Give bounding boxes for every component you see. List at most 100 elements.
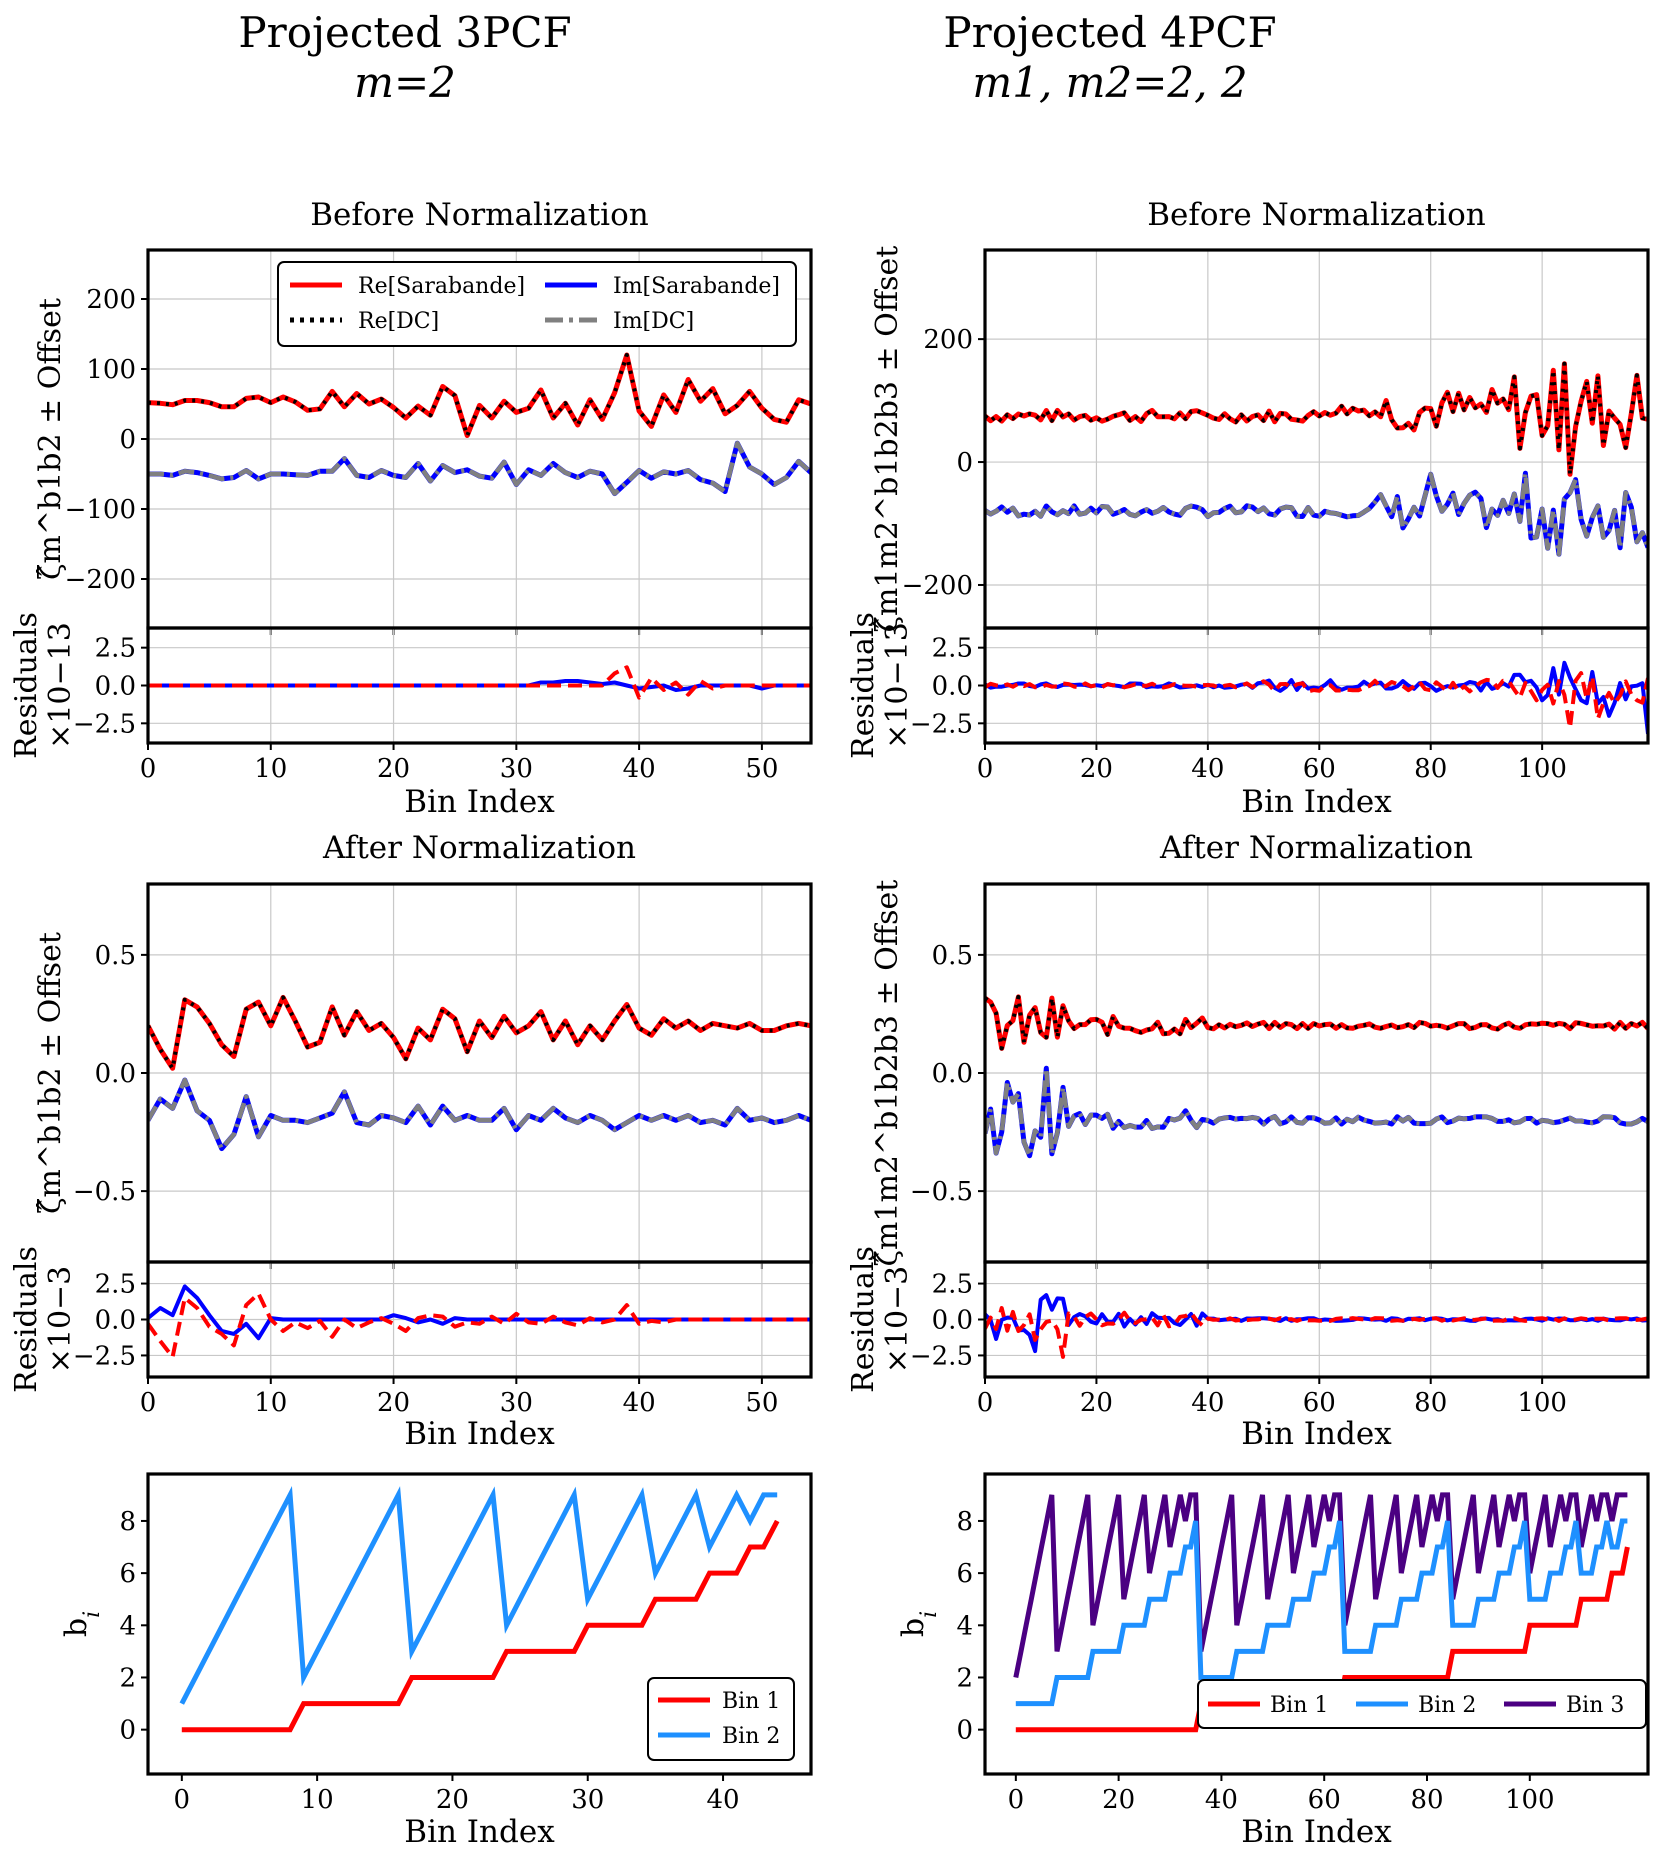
main-ylabel: ζ̂m^b1b2 ± Offset [33,932,68,1214]
y-tick-label: −2.5 [910,1341,973,1371]
res-panel-4pcf-after: −2.5 0.0 2.5 0 20 40 60 80 100 Residuals ×10−3 [846,1246,1650,1418]
x-tick-label: 10 [254,1388,287,1418]
legend-label: Bin 2 [1418,1693,1476,1718]
series-re-sarabande [148,994,811,1071]
x-tick-label: 100 [1517,754,1567,784]
legend-label: Re[DC] [358,309,439,334]
x-tick-label: 30 [571,1785,604,1815]
legend-label: Im[DC] [613,309,694,334]
x-tick-label: 60 [1303,754,1336,784]
series-im-dc [148,440,811,496]
residual-ylabel-line: Residuals [846,1246,881,1393]
x-tick-label: 80 [1414,1388,1447,1418]
y-tick-label: 2 [956,1663,973,1693]
panel-title: Before Normalization [1147,197,1485,233]
y-tick-label: 0 [119,1716,136,1746]
y-tick-label: −2.5 [73,709,136,739]
series-im-dc [148,1077,811,1151]
main-ylabel: ζ̂m1m2^b1b2b3 ± Offset [870,880,905,1267]
series-im-sarabande [148,440,811,497]
y-tick-label: 2.5 [932,1270,973,1300]
bins-series-group [179,1485,780,1733]
y-tick-label: −2.5 [73,1341,136,1371]
series-bin-2 [1015,1518,1628,1707]
series-re-sarabande [148,352,811,438]
legend: Re[Sarabande] Im[Sarabande] Re[DC] Im[DC] [277,261,797,347]
title-4pcf-line1: Projected 4PCF [943,8,1277,57]
y-tick-label: 200 [86,285,136,315]
res-panel-4pcf-before: −2.5 0.0 2.5 0 20 40 60 80 100 Residuals ×10−13 [846,612,1650,784]
series-group [148,994,811,1152]
main-ylabel: ζ̂m1m2^b1b2b3 ± Offset [870,246,905,633]
y-tick-label: 4 [119,1611,136,1641]
series-group [985,994,1648,1159]
y-tick-label: −100 [65,495,136,525]
y-tick-label: 2.5 [95,634,136,664]
res-panel-3pcf-after: −2.5 0.0 2.5 0 10 20 30 40 50 Residuals ×10−3 [9,1246,813,1418]
x-tick-label: 10 [301,1785,334,1815]
y-tick-label: 100 [86,355,136,385]
axes-frame [983,248,1650,630]
x-axis-label: Bin Index [404,1814,555,1850]
y-tick-label: 0.5 [932,941,973,971]
x-tick-label: 0 [140,754,157,784]
residual-ylabel: Residuals ×10−13 [846,612,915,759]
legend-label: Bin 2 [722,1724,780,1749]
residual-ylabel-line: ×10−13 [43,622,78,749]
bins-ylabel: bi [896,1611,942,1637]
y-tick-label: 2.5 [932,634,973,664]
legend-label: Bin 3 [1566,1693,1624,1718]
y-tick-label: 0 [956,1716,973,1746]
main-ylabel-line: ζ̂m1m2^b1b2b3 ± Offset [870,880,905,1267]
series-re-dc [148,995,811,1071]
x-axis-label: Bin Index [1241,784,1392,820]
x-tick-label: 0 [977,754,994,784]
series-bin-1 [181,1519,780,1733]
main-ylabel-line: ζ̂m1m2^b1b2b3 ± Offset [870,246,905,633]
series-im-dc [985,470,1648,557]
panel-title: Before Normalization [310,197,648,233]
residual-re [148,1291,811,1359]
x-tick-label: 60 [1308,1785,1341,1815]
x-tick-label: 50 [745,1388,778,1418]
residual-group [985,1293,1648,1359]
x-tick-label: 40 [707,1785,740,1815]
bins-panel-3pcf-bins: 0 2 4 6 8 0 10 20 30 40 bi Bin 1 Bin 2 [59,1472,813,1815]
series-re-sarabande [985,361,1648,477]
x-axis-label: Bin Index [404,1416,555,1452]
bins-ylabel-text: bi [896,1611,942,1637]
axes-frame [983,1472,1650,1776]
x-tick-label: 50 [745,754,778,784]
axes-frame [146,1472,813,1776]
residual-ylabel: Residuals ×10−3 [9,1246,78,1393]
x-tick-label: 20 [1080,1388,1113,1418]
x-tick-label: 0 [1008,1785,1025,1815]
legend-label: Re[Sarabande] [358,274,525,299]
x-tick-label: 100 [1505,1785,1555,1815]
series-re-dc [148,353,811,438]
axes-frame [146,626,813,745]
main-ylabel-line: ζ̂m^b1b2 ± Offset [33,298,68,580]
y-tick-label: 4 [956,1611,973,1641]
y-tick-label: 0.0 [95,672,136,702]
series-im-sarabande [148,1077,811,1152]
residual-group [148,665,811,700]
y-tick-label: 0.0 [932,672,973,702]
legend-label: Bin 1 [1270,1693,1328,1718]
legend-box [277,261,797,347]
x-tick-label: 40 [623,754,656,784]
axes-frame [146,1260,813,1379]
series-im-sarabande [985,1065,1648,1159]
y-tick-label: −200 [65,565,136,595]
x-tick-label: 30 [500,754,533,784]
main-panel-4pcf-after: −0.5 0.0 0.5 ζ̂m1m2^b1b2b3 ± Offset [870,880,1650,1269]
y-tick-label: 200 [923,325,973,355]
x-tick-label: 80 [1410,1785,1443,1815]
panel-title: After Normalization [322,830,636,866]
main-ylabel: ζ̂m^b1b2 ± Offset [33,298,68,580]
residual-group [985,660,1648,735]
x-tick-label: 40 [1191,1388,1224,1418]
residual-im [148,1284,811,1341]
x-tick-label: 30 [500,1388,533,1418]
